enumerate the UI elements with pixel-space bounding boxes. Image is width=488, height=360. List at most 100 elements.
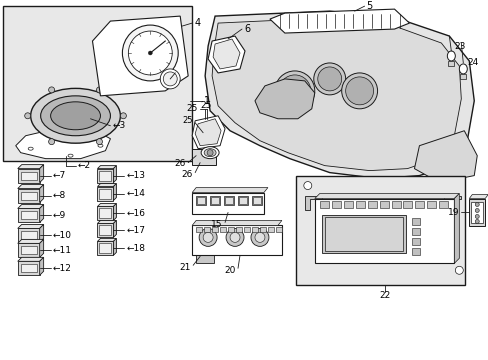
Polygon shape xyxy=(314,194,458,198)
Text: 22: 22 xyxy=(378,291,389,300)
Text: 25: 25 xyxy=(183,116,193,125)
Bar xyxy=(319,201,328,208)
Bar xyxy=(267,228,273,233)
Polygon shape xyxy=(208,36,244,73)
Circle shape xyxy=(278,75,310,107)
Bar xyxy=(295,176,465,285)
Circle shape xyxy=(122,25,178,81)
Bar xyxy=(20,172,37,180)
Bar xyxy=(20,264,37,272)
Bar xyxy=(379,201,388,208)
Circle shape xyxy=(345,77,373,105)
Text: 15: 15 xyxy=(210,220,222,229)
Polygon shape xyxy=(18,257,43,261)
Bar xyxy=(355,201,364,208)
Text: ←7: ←7 xyxy=(53,171,66,180)
Circle shape xyxy=(148,51,152,55)
Bar xyxy=(3,6,192,161)
Bar xyxy=(18,168,40,183)
Ellipse shape xyxy=(28,147,33,150)
Polygon shape xyxy=(113,238,116,255)
Circle shape xyxy=(474,215,478,219)
Text: 19: 19 xyxy=(447,208,458,217)
Bar xyxy=(411,229,420,235)
Polygon shape xyxy=(269,9,408,33)
Polygon shape xyxy=(195,119,221,146)
Bar xyxy=(210,195,220,206)
Polygon shape xyxy=(97,166,116,168)
Ellipse shape xyxy=(41,96,110,136)
Bar xyxy=(224,195,234,206)
Polygon shape xyxy=(18,224,43,229)
Ellipse shape xyxy=(98,144,103,147)
Text: 6: 6 xyxy=(244,24,250,34)
Polygon shape xyxy=(40,239,43,257)
Circle shape xyxy=(128,31,172,75)
Circle shape xyxy=(96,87,102,93)
Bar xyxy=(427,201,435,208)
Bar xyxy=(211,197,219,204)
Bar xyxy=(411,219,420,225)
Text: 24: 24 xyxy=(467,58,478,67)
Bar xyxy=(251,228,258,233)
Polygon shape xyxy=(113,203,116,220)
Bar xyxy=(97,207,113,220)
Text: ←17: ←17 xyxy=(126,226,145,235)
Text: 23: 23 xyxy=(453,41,465,50)
Bar xyxy=(192,193,264,215)
Circle shape xyxy=(274,71,314,111)
Bar xyxy=(403,201,411,208)
Text: 5: 5 xyxy=(366,1,372,11)
Circle shape xyxy=(197,237,213,253)
Text: 25: 25 xyxy=(200,101,211,110)
Circle shape xyxy=(202,242,208,248)
Bar xyxy=(439,201,447,208)
Bar xyxy=(244,228,249,233)
Text: 26: 26 xyxy=(182,170,193,179)
Bar xyxy=(97,224,113,237)
Bar xyxy=(97,186,113,201)
Polygon shape xyxy=(444,195,460,211)
Ellipse shape xyxy=(58,131,63,134)
Circle shape xyxy=(341,73,377,109)
Polygon shape xyxy=(40,204,43,222)
Bar xyxy=(447,61,453,66)
Text: ←13: ←13 xyxy=(126,171,145,180)
Bar xyxy=(239,197,246,204)
Text: 21: 21 xyxy=(180,263,191,272)
Polygon shape xyxy=(97,220,116,224)
Bar xyxy=(367,201,376,208)
Ellipse shape xyxy=(51,102,100,130)
Bar xyxy=(20,246,37,254)
Bar xyxy=(459,74,466,79)
Bar xyxy=(18,208,40,222)
Text: ←16: ←16 xyxy=(126,209,145,218)
Ellipse shape xyxy=(31,88,120,143)
Bar xyxy=(468,198,484,226)
Ellipse shape xyxy=(458,64,467,74)
Polygon shape xyxy=(192,188,267,193)
Circle shape xyxy=(207,150,213,156)
Bar xyxy=(99,243,111,253)
Polygon shape xyxy=(97,238,116,242)
Polygon shape xyxy=(213,39,240,69)
Text: ←10: ←10 xyxy=(53,231,71,240)
Bar xyxy=(99,171,111,181)
Polygon shape xyxy=(453,194,458,263)
Bar xyxy=(212,228,218,233)
Bar xyxy=(203,228,210,233)
Ellipse shape xyxy=(88,135,93,138)
Text: 25: 25 xyxy=(186,104,198,113)
Circle shape xyxy=(199,229,217,246)
Bar xyxy=(391,201,400,208)
Bar xyxy=(470,202,482,224)
Text: 26: 26 xyxy=(174,159,186,168)
Circle shape xyxy=(454,266,462,274)
Text: ←2: ←2 xyxy=(78,161,90,170)
Bar xyxy=(97,168,113,183)
Bar xyxy=(275,228,281,233)
Circle shape xyxy=(474,220,478,224)
Circle shape xyxy=(225,229,244,246)
Polygon shape xyxy=(40,224,43,242)
Polygon shape xyxy=(113,220,116,237)
